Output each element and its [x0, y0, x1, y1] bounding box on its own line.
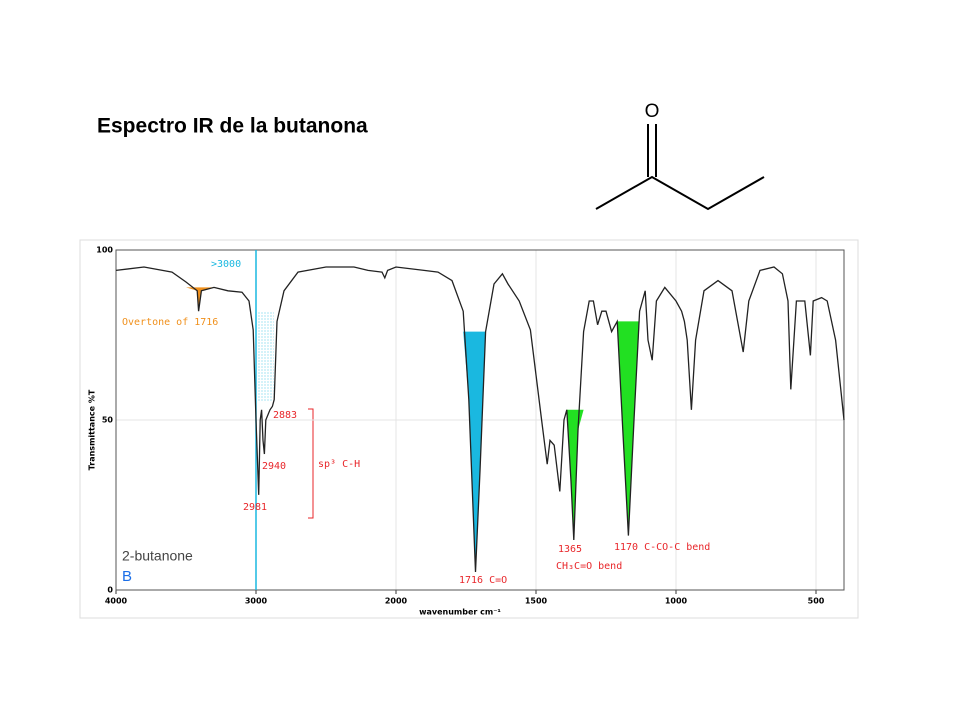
annotation: 2940 [262, 461, 286, 472]
title: Espectro IR de la butanona [97, 115, 368, 138]
annotation: 2883 [273, 410, 297, 421]
panel [79, 239, 859, 619]
annotation: 1170 C-CO-C bend [614, 542, 710, 553]
x-tick-label: 500 [808, 597, 825, 606]
peak-fill [617, 321, 640, 536]
annotation: sp³ C-H [318, 459, 360, 470]
annotation: >3000 [211, 259, 241, 270]
molecule [595, 124, 765, 211]
x-tick-label: 1000 [665, 597, 688, 606]
y-axis-label: Transmittance %T [88, 389, 97, 470]
y-tick-label: 0 [107, 586, 113, 595]
x-tick-label: 3000 [245, 597, 268, 606]
sample-label: 2-butanone [122, 548, 193, 564]
annotation: 2981 [243, 502, 267, 513]
x-tick-label: 4000 [105, 597, 128, 606]
bracket [308, 408, 314, 519]
x-axis-label: wavenumber cm⁻¹ [419, 608, 501, 617]
plot: 4000 3000 2000 1500 1000 500 0 50 100 [96, 246, 845, 606]
annotation: CH₃C=O bend [556, 561, 622, 572]
panel-label: B [122, 568, 132, 585]
annotation: 1365 [558, 544, 582, 555]
y-tick-label: 50 [102, 416, 114, 425]
chain [595, 175, 765, 211]
annotation: 1716 C=O [459, 575, 507, 586]
y-tick-label: 100 [96, 246, 113, 255]
annotation: Overtone of 1716 [122, 317, 218, 328]
spectrum-line [115, 266, 845, 573]
peak-fill [566, 409, 584, 541]
ch-region [254, 312, 274, 402]
x-tick-label: 2000 [385, 597, 408, 606]
atom-label: O [645, 101, 660, 122]
x-tick-label: 1500 [525, 597, 548, 606]
